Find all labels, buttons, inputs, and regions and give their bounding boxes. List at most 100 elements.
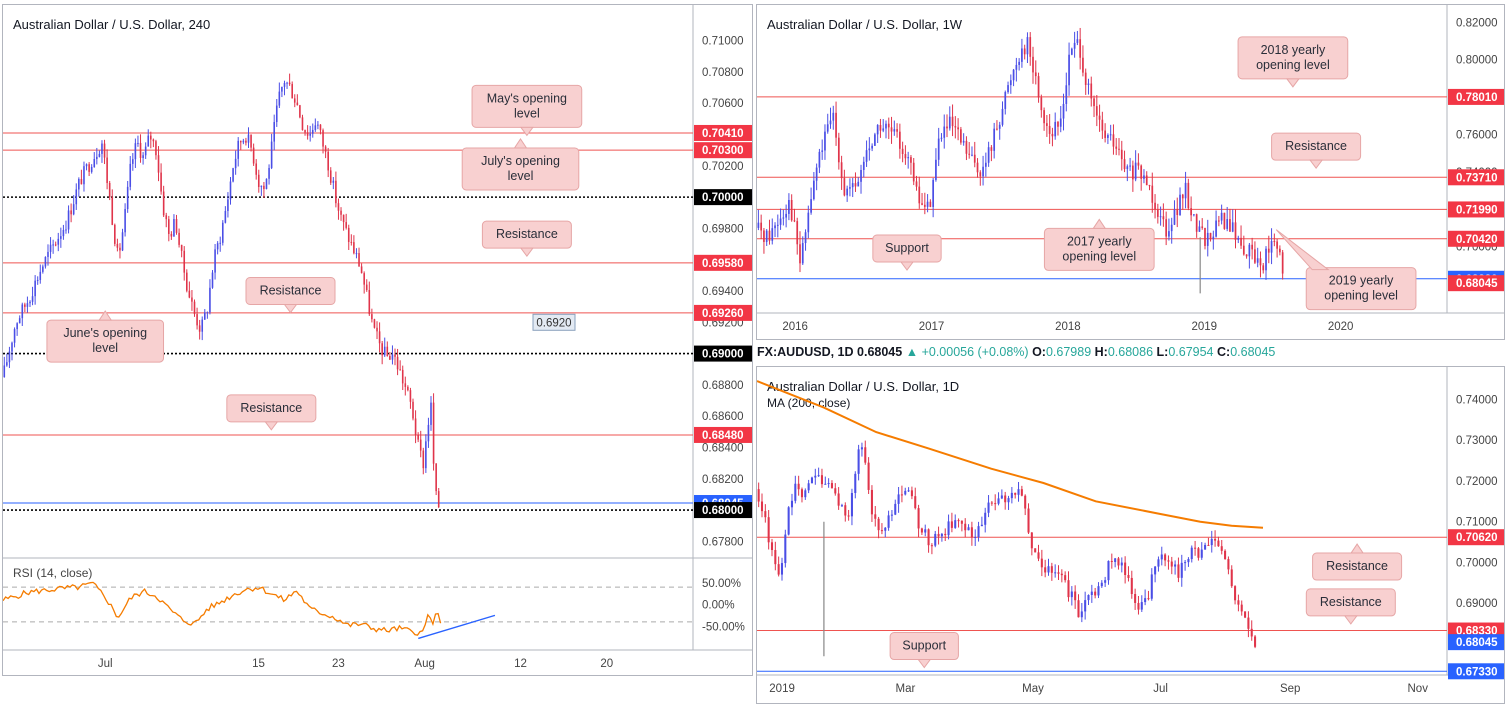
candle-body — [378, 331, 381, 344]
price-axis-label-bg — [694, 254, 752, 271]
candle-body — [1184, 562, 1187, 564]
y-tick-label: 0.69400 — [702, 286, 744, 298]
chart-h4-canvas[interactable]: 0.710000.708000.706000.704000.702000.700… — [3, 5, 753, 676]
candle-body — [763, 230, 765, 242]
candle-body — [355, 253, 358, 255]
candle-body — [907, 157, 910, 159]
ohlc-last: 0.68045 — [857, 345, 903, 359]
candle-body — [157, 155, 160, 173]
candle-body — [1097, 586, 1100, 596]
candle-body — [954, 520, 957, 528]
callout-text: Support — [902, 639, 946, 653]
candle-body — [247, 134, 250, 143]
candle-body — [1250, 628, 1253, 637]
candle-body — [790, 500, 794, 508]
candle-body — [910, 490, 913, 497]
candle-body — [232, 168, 234, 182]
candle-body — [39, 271, 42, 280]
candle-body — [1245, 254, 1248, 257]
candle-body — [114, 224, 116, 244]
price-axis-label: 0.70420 — [1456, 234, 1498, 246]
y-tick-label: 0.71000 — [1456, 517, 1498, 529]
candle-body — [987, 147, 990, 163]
y-tick-label: 0.70600 — [702, 98, 744, 110]
candle-body — [874, 134, 876, 146]
candle-body — [1223, 212, 1226, 229]
chart-d1-canvas[interactable]: 0.74000 0.73000 0.72000 0.71000 0.70000 0.690… — [757, 367, 1505, 704]
candle-body — [103, 143, 106, 158]
candle-body — [1195, 214, 1198, 232]
candle-body — [437, 491, 440, 508]
candle-body — [317, 124, 319, 126]
candle-body — [1270, 241, 1273, 253]
candle-body — [263, 185, 265, 190]
candle-body — [142, 155, 144, 159]
candle-body — [1051, 133, 1054, 137]
candle-body — [1244, 611, 1247, 618]
candle-body — [96, 156, 98, 160]
chart-panel-d1[interactable]: Australian Dollar / U.S. Dollar, 1D MA (… — [756, 366, 1505, 704]
candle-body — [930, 545, 933, 547]
candle-body — [419, 439, 422, 451]
chart-panel-h4[interactable]: Australian Dollar / U.S. Dollar, 240 0.7… — [2, 4, 753, 676]
candle-body — [304, 130, 306, 133]
candle-body — [1021, 48, 1023, 62]
candle-body — [968, 153, 971, 155]
candle-body — [1101, 119, 1104, 131]
candle-body — [914, 496, 917, 509]
candle-body — [1120, 149, 1123, 160]
candle-body — [929, 201, 932, 207]
candle-body — [887, 123, 890, 128]
candle-body — [175, 219, 178, 233]
candle-body — [273, 122, 275, 142]
price-axis-label-bg — [694, 142, 752, 159]
candle-body — [950, 521, 953, 528]
y-tick-label: 0.67800 — [702, 536, 744, 548]
candle-body — [1140, 602, 1143, 610]
price-axis-label: 0.70300 — [702, 145, 744, 157]
ma-indicator-label: MA (200, close) — [767, 396, 851, 410]
callout-text: opening level — [1256, 58, 1330, 72]
callout-text: July's opening — [481, 154, 560, 168]
candle-body — [1015, 64, 1018, 70]
candle-body — [34, 280, 36, 297]
candle-body — [850, 493, 853, 517]
candle-body — [951, 116, 954, 127]
candle-body — [910, 157, 912, 163]
candle-body — [214, 249, 216, 273]
candle-body — [937, 533, 940, 537]
callout-pointer — [98, 310, 113, 321]
candle-body — [1194, 547, 1197, 549]
candle-body — [193, 301, 196, 315]
x-tick-label: Nov — [1408, 683, 1429, 695]
candle-body — [108, 183, 111, 198]
chart-panel-w1[interactable]: Australian Dollar / U.S. Dollar, 1W 0.82… — [756, 4, 1505, 340]
candle-body — [1084, 72, 1087, 85]
candle-body — [191, 297, 193, 302]
candle-body — [144, 146, 147, 156]
price-note-box — [532, 313, 576, 331]
candle-body — [794, 483, 797, 501]
candle-body — [1157, 559, 1160, 567]
candle-body — [1151, 185, 1154, 203]
candle-body — [829, 120, 832, 125]
chart-w1-canvas[interactable]: 0.820000.800000.780000.760000.740000.720… — [757, 5, 1505, 340]
candle-body — [309, 133, 311, 136]
candle-body — [401, 369, 404, 384]
candle-body — [278, 91, 281, 106]
candle-body — [260, 185, 263, 187]
callout-pointer — [513, 138, 528, 149]
candle-body — [1254, 249, 1256, 263]
candle-body — [203, 312, 206, 320]
candle-body — [1114, 558, 1117, 562]
price-axis-label-bg — [1448, 169, 1504, 186]
candle-body — [29, 301, 31, 304]
candle-body — [67, 210, 70, 230]
price-axis-label-bg — [694, 189, 752, 206]
candle-body — [813, 180, 815, 200]
candle-body — [286, 82, 288, 84]
candle-body — [250, 134, 252, 148]
candle-body — [198, 325, 201, 332]
candle-body — [1276, 241, 1278, 249]
price-axis-label: 0.69580 — [702, 258, 744, 270]
